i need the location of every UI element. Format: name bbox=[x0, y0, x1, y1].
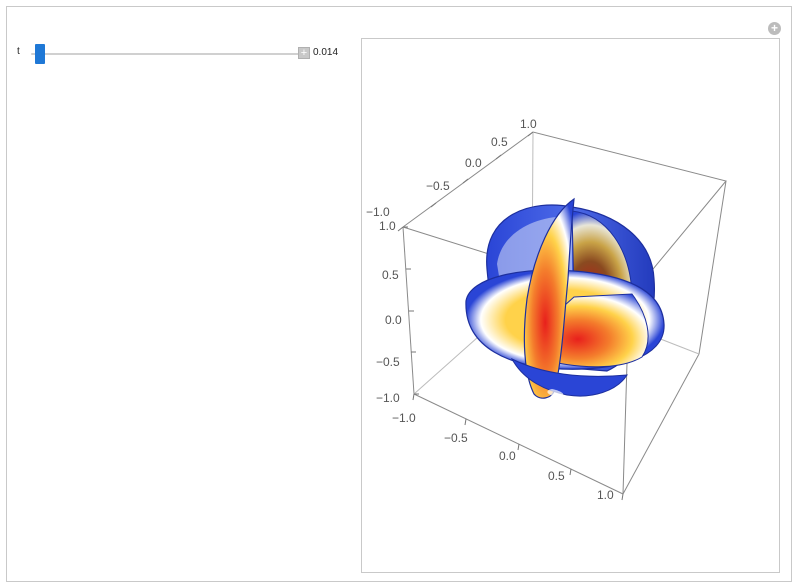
tick-label: 0.5 bbox=[491, 135, 508, 149]
left-axis-tick-labels: 1.0 0.5 0.0 −0.5 −1.0 bbox=[376, 219, 402, 405]
3d-surface bbox=[465, 197, 665, 399]
axis-tick-marks bbox=[397, 131, 624, 501]
tick-label: 0.5 bbox=[382, 268, 399, 282]
tick-label: 1.0 bbox=[520, 117, 537, 131]
tick-label: −1.0 bbox=[392, 411, 416, 425]
slider-control-row: t + 0.014 bbox=[17, 44, 347, 64]
tick-label: 0.0 bbox=[499, 449, 516, 463]
expand-controls-button[interactable]: + bbox=[298, 47, 310, 59]
add-icon[interactable]: + bbox=[768, 22, 781, 35]
tick-label: 1.0 bbox=[597, 488, 614, 502]
tick-label: 0.5 bbox=[548, 469, 565, 483]
t-slider-track[interactable] bbox=[31, 53, 308, 55]
3d-plot[interactable]: 1.0 0.5 0.0 −0.5 −1.0 1.0 0.5 0.0 −0.5 −… bbox=[362, 39, 781, 574]
tick-label: −1.0 bbox=[366, 205, 390, 219]
tick-label: −0.5 bbox=[426, 179, 450, 193]
t-slider-thumb[interactable] bbox=[34, 44, 45, 64]
top-axis-tick-labels: 1.0 0.5 0.0 −0.5 −1.0 bbox=[366, 117, 537, 219]
tick-label: −0.5 bbox=[376, 355, 400, 369]
bottom-axis-tick-labels: −1.0 −0.5 0.0 0.5 1.0 bbox=[392, 411, 614, 502]
tick-label: −1.0 bbox=[376, 391, 400, 405]
plot-panel[interactable]: 1.0 0.5 0.0 −0.5 −1.0 1.0 0.5 0.0 −0.5 −… bbox=[361, 38, 780, 573]
slider-value: 0.014 bbox=[313, 47, 339, 58]
tick-label: 0.0 bbox=[385, 313, 402, 327]
slider-label: t bbox=[17, 46, 20, 57]
tick-label: −0.5 bbox=[444, 431, 468, 445]
tick-label: 0.0 bbox=[465, 156, 482, 170]
tick-label: 1.0 bbox=[379, 219, 396, 233]
